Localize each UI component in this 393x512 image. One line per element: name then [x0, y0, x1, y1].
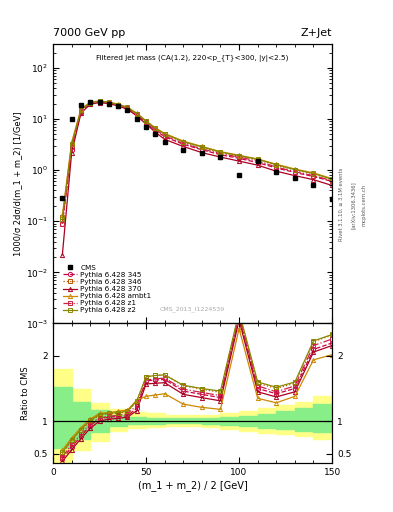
Legend: CMS, Pythia 6.428 345, Pythia 6.428 346, Pythia 6.428 370, Pythia 6.428 ambt1, P: CMS, Pythia 6.428 345, Pythia 6.428 346,…: [62, 264, 152, 314]
X-axis label: (m_1 + m_2) / 2 [GeV]: (m_1 + m_2) / 2 [GeV]: [138, 480, 248, 491]
Y-axis label: 1000/σ 2dσ/d(m_1 + m_2) [1/GeV]: 1000/σ 2dσ/d(m_1 + m_2) [1/GeV]: [13, 111, 22, 256]
Text: 7000 GeV pp: 7000 GeV pp: [53, 28, 125, 38]
Text: Filtered jet mass (CA(1.2), 220<p_{T}<300, |y|<2.5): Filtered jet mass (CA(1.2), 220<p_{T}<30…: [96, 55, 289, 62]
Text: Z+Jet: Z+Jet: [301, 28, 332, 38]
Text: mcplots.cern.ch: mcplots.cern.ch: [362, 184, 367, 226]
Text: Rivet 3.1.10, ≥ 3.1M events: Rivet 3.1.10, ≥ 3.1M events: [339, 168, 344, 242]
Y-axis label: Ratio to CMS: Ratio to CMS: [21, 367, 29, 420]
Text: CMS_2013_I1224539: CMS_2013_I1224539: [160, 307, 225, 312]
Text: [arXiv:1306.3436]: [arXiv:1306.3436]: [351, 181, 356, 229]
